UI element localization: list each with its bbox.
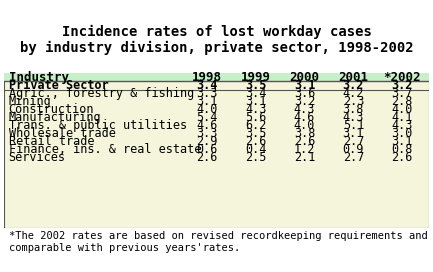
Text: 3.3: 3.3 [196,127,218,140]
Text: Finance, ins. & real estate: Finance, ins. & real estate [9,143,201,156]
Text: 4.3: 4.3 [343,111,364,124]
Text: Incidence rates of lost workday cases
by industry division, private sector, 1998: Incidence rates of lost workday cases by… [19,24,414,55]
Text: 0.8: 0.8 [391,143,413,156]
Text: 4.3: 4.3 [245,103,266,116]
Text: 4.2: 4.2 [343,87,364,100]
Text: Wholesale trade: Wholesale trade [9,127,116,140]
Text: 2001: 2001 [338,71,368,84]
Text: 2.6: 2.6 [245,135,266,148]
Text: 5.1: 5.1 [343,119,364,132]
Text: Services: Services [9,151,65,164]
Text: 3.1: 3.1 [391,135,413,148]
Text: Mining: Mining [9,95,52,108]
Text: 2000: 2000 [290,71,320,84]
Text: 4.3: 4.3 [294,103,315,116]
FancyBboxPatch shape [4,73,429,228]
Text: 3.5: 3.5 [245,127,266,140]
Text: 3.5: 3.5 [245,79,266,92]
Text: Construction: Construction [9,103,94,116]
Text: 3.1: 3.1 [343,127,364,140]
Text: 0.6: 0.6 [196,143,218,156]
Text: 3.1: 3.1 [196,95,218,108]
Text: 3.0: 3.0 [391,127,413,140]
Text: 2.1: 2.1 [294,151,315,164]
Text: Trans. & public utilities: Trans. & public utilities [9,119,187,132]
Text: 3.4: 3.4 [196,79,218,92]
Text: 6.2: 6.2 [245,119,266,132]
Text: 3.6: 3.6 [294,87,315,100]
Text: 4.0: 4.0 [196,103,218,116]
Text: 1999: 1999 [241,71,271,84]
Text: 3.2: 3.2 [343,79,364,92]
Text: Private Sector: Private Sector [9,79,108,92]
Text: 1.2: 1.2 [294,143,315,156]
Text: 2.3: 2.3 [343,95,364,108]
Text: 3.8: 3.8 [294,127,315,140]
Text: Retail trade: Retail trade [9,135,94,148]
Text: 2.7: 2.7 [343,151,364,164]
Text: 2.5: 2.5 [245,151,266,164]
Text: Industry: Industry [9,71,68,84]
Text: 4.6: 4.6 [294,111,315,124]
Text: *The 2002 rates are based on revised recordkeeping requirements and are not
comp: *The 2002 rates are based on revised rec… [9,231,433,253]
Text: 3.2: 3.2 [294,95,315,108]
Text: 3.4: 3.4 [245,87,266,100]
Text: 3.7: 3.7 [391,87,413,100]
Text: 5.6: 5.6 [245,111,266,124]
Text: 3.3: 3.3 [196,87,218,100]
Text: 4.0: 4.0 [294,119,315,132]
Text: 2.6: 2.6 [196,151,218,164]
Text: 2.9: 2.9 [196,135,218,148]
Text: 0.4: 0.4 [245,143,266,156]
Text: 0.9: 0.9 [343,143,364,156]
Text: 3.1: 3.1 [294,79,315,92]
Text: 4.6: 4.6 [196,119,218,132]
Text: 3.8: 3.8 [343,103,364,116]
Text: 2.7: 2.7 [343,135,364,148]
Text: 4.0: 4.0 [391,103,413,116]
Text: *2002: *2002 [383,71,421,84]
Text: 3.1: 3.1 [245,95,266,108]
Text: 4.1: 4.1 [391,111,413,124]
Text: 3.2: 3.2 [391,79,413,92]
Text: 1998: 1998 [192,71,222,84]
Text: 4.3: 4.3 [391,119,413,132]
Text: Agric., forestry & fishing: Agric., forestry & fishing [9,87,194,100]
Text: 2.8: 2.8 [391,95,413,108]
FancyBboxPatch shape [4,73,429,82]
Text: Manufacturing: Manufacturing [9,111,101,124]
Text: 2.6: 2.6 [391,151,413,164]
Text: 2.6: 2.6 [294,135,315,148]
Text: 5.4: 5.4 [196,111,218,124]
